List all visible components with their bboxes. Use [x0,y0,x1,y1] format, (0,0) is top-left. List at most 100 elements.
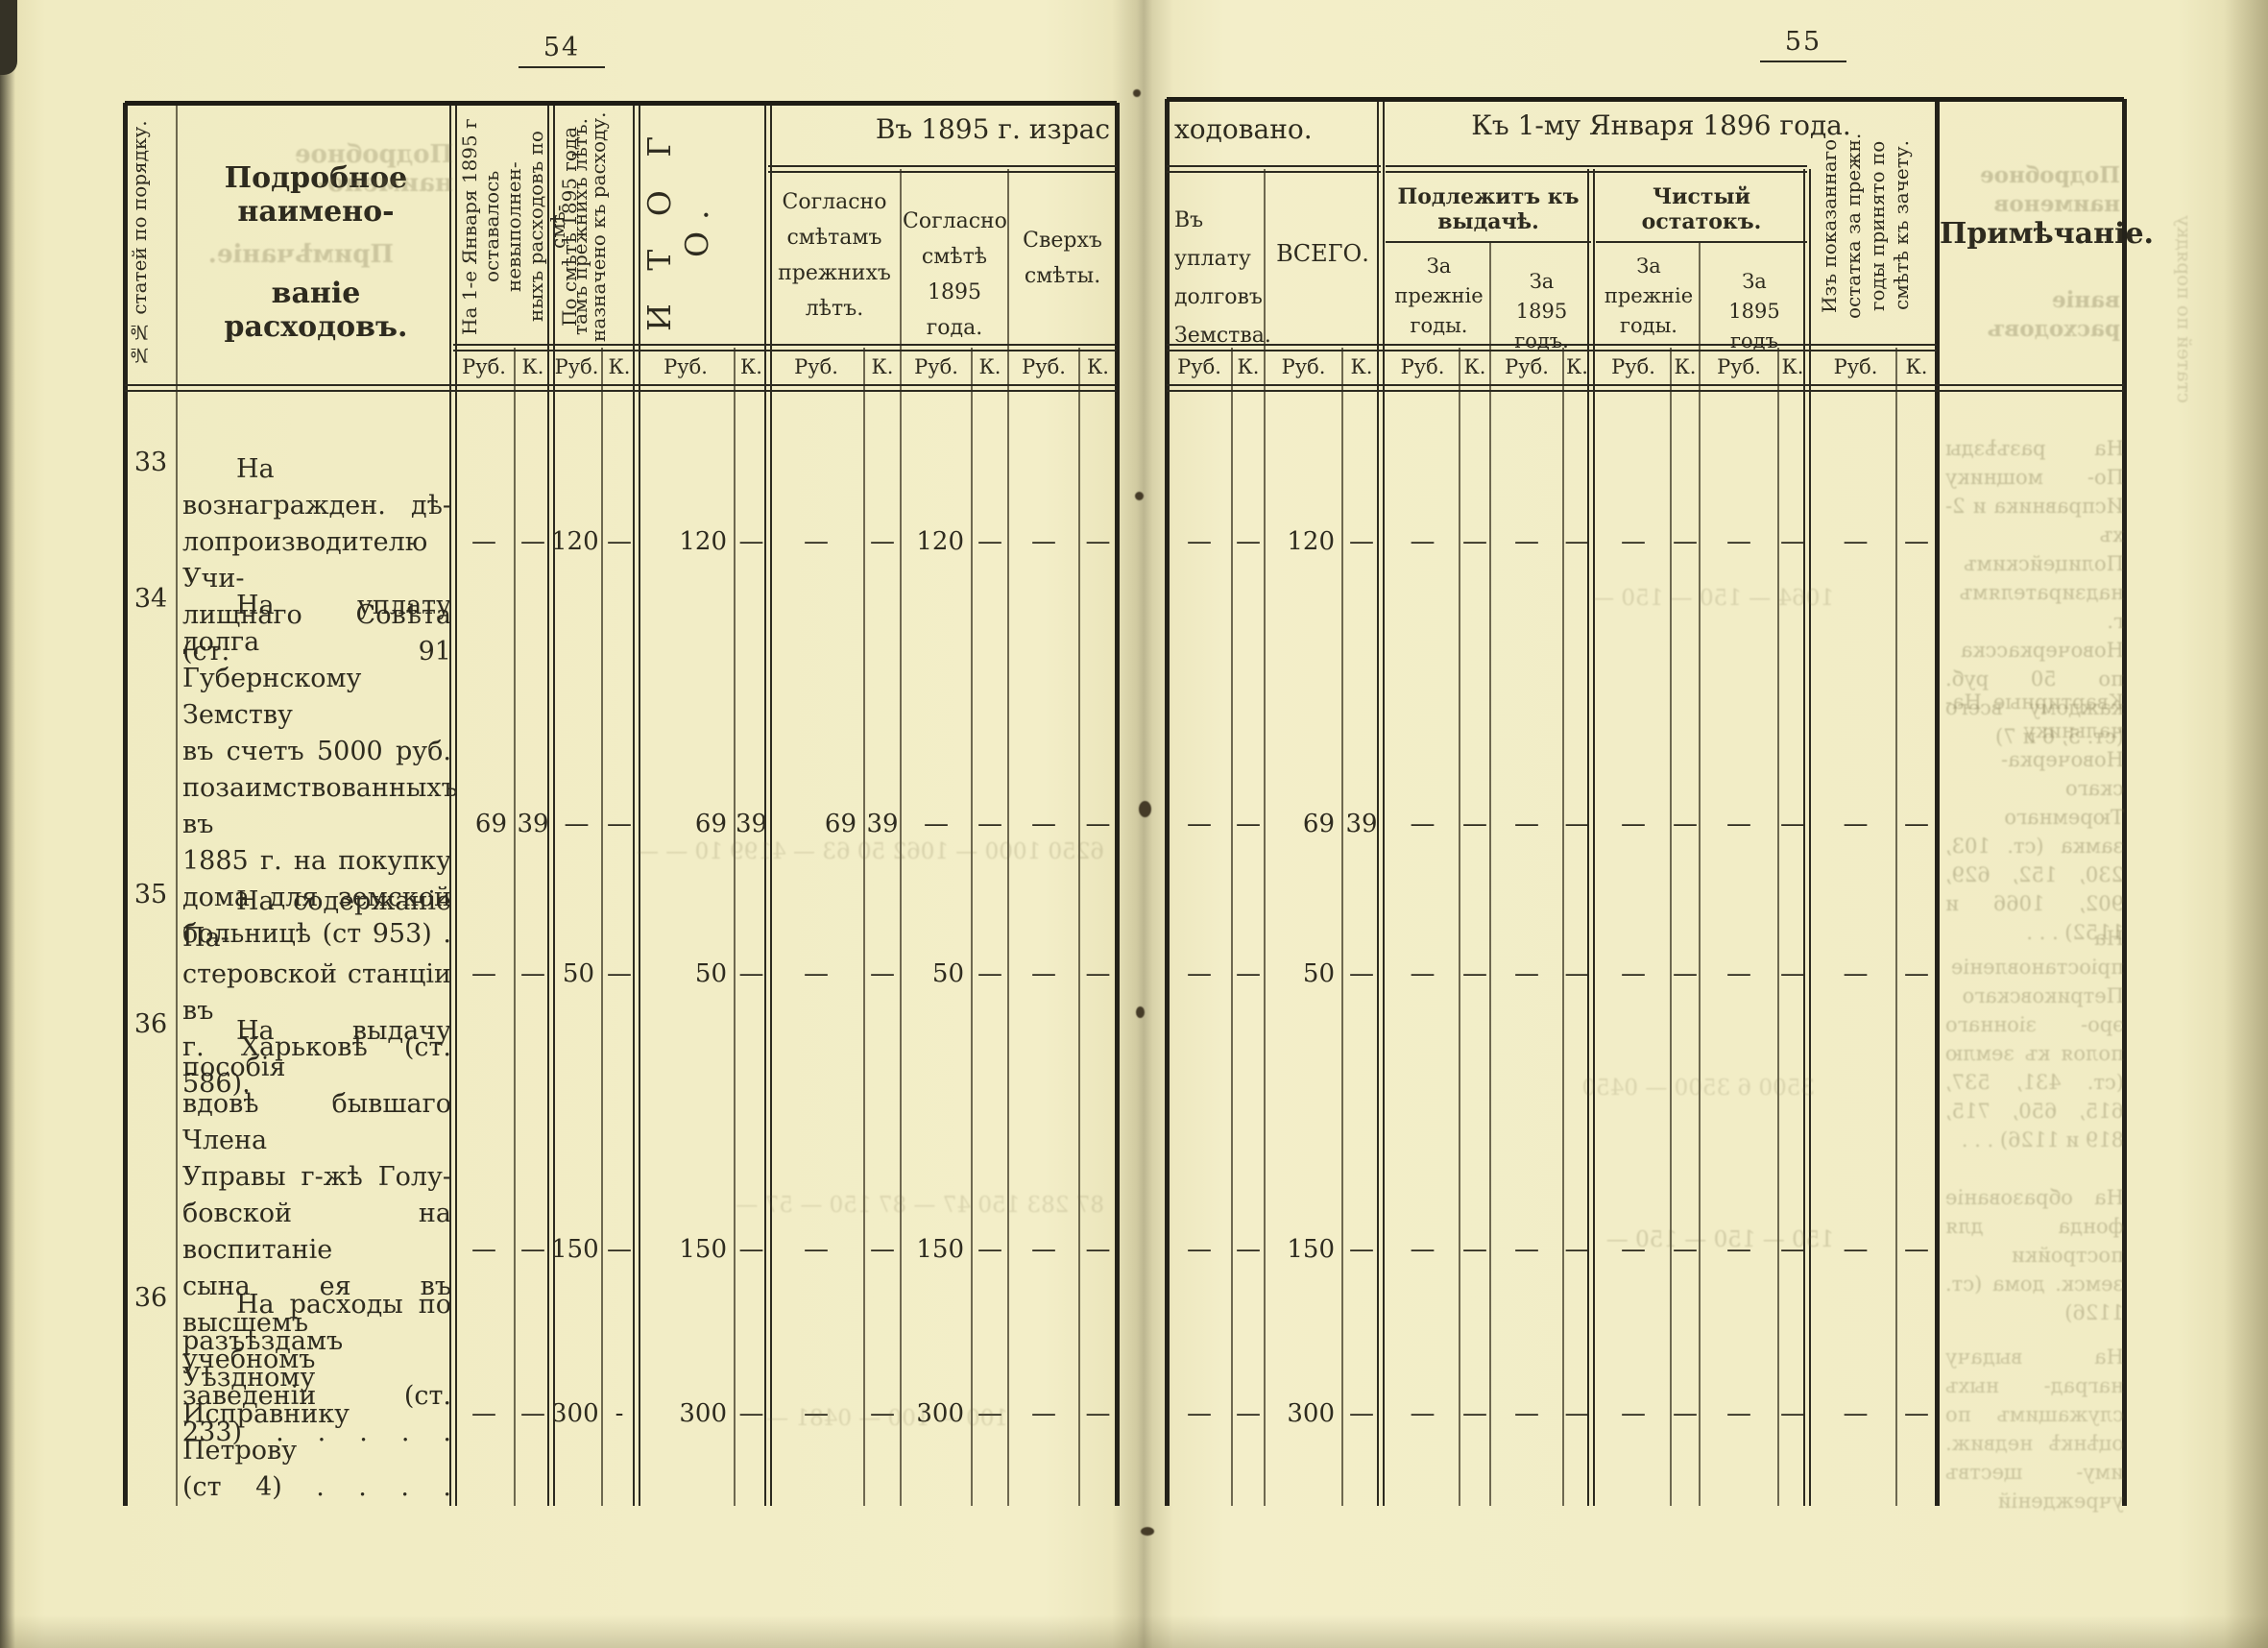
cell-rubles: 150 [916,1235,964,1264]
cell-kopecks: — [1085,1399,1111,1428]
row-text-line: На уплату долга [182,591,451,657]
table-rule-vertical [734,348,736,1506]
header-due-for-issue-band: Подлежитъ къ выдачѣ. [1397,184,1580,234]
cell-kopecks: — [1564,1235,1590,1264]
row-text-line: стеровской станціи въ [182,959,451,1026]
cell-rubles: — [1726,1235,1751,1264]
cell-rubles: — [1410,959,1436,988]
row-expense-description: На вознагражден. дѣ-лопроизводителю Учи-… [182,451,451,670]
cell-rubles: 300 [551,1399,599,1428]
table-rule-horizontal [1386,241,1591,243]
cell-rubles: — [1621,959,1646,988]
cell-kopecks: — [1462,1235,1487,1264]
cell-kopecks: — [1236,1235,1261,1264]
table-rule-vertical [1459,348,1460,1506]
scan-corner-mark [0,0,17,75]
table-rule-vertical [1670,348,1672,1506]
cell-rubles: 300 [679,1399,727,1428]
table-rule-vertical [1078,348,1080,1506]
cell-rubles: — [1843,810,1869,838]
table-rule-vertical [547,103,555,1506]
row-expense-description: На уплату долга Губернскому Земству въ сче… [182,588,458,953]
row-text-line: Управы г-жѣ Голу- [182,1162,451,1192]
cell-kopecks: — [738,1235,764,1264]
bleedthrough-text: На выдачу наград- ныхъ служащимъ по оцѣн… [1945,1345,2124,1513]
table-rule-horizontal [1167,384,2124,392]
table-rule-vertical [1341,348,1343,1506]
table-rule-vertical [2122,99,2127,1506]
cell-rubles: — [1187,527,1212,556]
row-text-line: лищнаго Совѣта (ст. 91 [182,600,451,666]
table-rule-vertical [1562,348,1564,1506]
row-text-line: позаимствованныхъ въ [182,773,458,839]
cell-rubles: — [1621,527,1646,556]
cell-rubles: — [924,810,949,838]
table-rule-horizontal [1167,344,1937,351]
cell-kopecks: — [870,1235,895,1264]
cell-kopecks: — [1904,959,1929,988]
header-itogo-col: И Т О Г О. [640,124,715,331]
page-number-underline [1760,61,1846,62]
cell-rubles: — [1843,959,1869,988]
unit-label-kop: К. [1463,355,1486,378]
unit-label-rub: Руб. [914,355,958,378]
header-estimate-1895-col: По смѣтѣ 1895 года назначено къ расходу. [558,111,610,342]
cell-rubles: — [804,959,829,988]
bleedthrough-text: Подробное наимено- [294,140,453,198]
cell-kopecks: — [1349,1235,1374,1264]
table-rule-horizontal [768,165,1117,173]
unit-label-kop: К. [1781,355,1804,378]
cell-kopecks: — [607,527,632,556]
page-number-right: 55 [1760,27,1846,62]
bleedthrough-text: 87 283 150 47 — 87 150 — 57 — [736,1193,1104,1218]
row-text-line: лопроизводителю Учи- [182,527,428,594]
bleedthrough-text: На пріостановленіе Петриковскаго эро- зі… [1945,927,2124,1151]
cell-rubles: — [1514,1235,1539,1264]
cell-kopecks: — [870,527,895,556]
header-note-col: Примѣчаніе. [1940,217,2154,251]
row-article-number: 35 [133,880,168,909]
cell-kopecks: — [1462,959,1487,988]
bleedthrough-text: 3500 6 3500 — 0450 [1581,1076,1815,1101]
table-rule-vertical [900,169,902,1506]
binding-hole [1133,89,1141,97]
row-text-line: бовской на воспитаніе [182,1199,451,1265]
cell-kopecks: — [1673,1399,1698,1428]
cell-rubles: 150 [551,1235,599,1264]
binding-hole [1135,492,1144,500]
bleedthrough-text: ваніе расходовъ [1987,287,2120,342]
table-rule-vertical [1587,169,1595,1506]
scan-bottom-edge-shadow [0,1615,2268,1648]
cell-kopecks: — [1564,959,1590,988]
cell-rubles: — [1031,527,1056,556]
cell-kopecks: — [1780,527,1805,556]
row-text-line: На содержаніе Па- [182,886,451,953]
table-rule-vertical [863,348,865,1506]
cell-kopecks: — [1673,959,1698,988]
bleedthrough-text: На образованіе фонда для постройки земск… [1945,1186,2124,1324]
cell-rubles: 50 [1302,959,1335,988]
cell-kopecks: — [977,527,1002,556]
cell-kopecks: — [1780,810,1805,838]
cell-rubles: — [1410,1399,1436,1428]
cell-rubles: — [1621,810,1646,838]
unit-label-rub: Руб. [462,355,506,378]
header-net-remainder-band: Чистый остатокъ. [1641,184,1762,234]
cell-rubles: — [1621,1235,1646,1264]
cell-rubles: — [1410,810,1436,838]
unit-label-kop: К. [740,355,762,378]
cell-rubles: 69 [1302,810,1335,838]
bleedthrough-text: 150 — 150 — 150 — [1605,1227,1834,1252]
table-rule-horizontal [1167,165,1381,173]
table-rule-vertical [971,348,973,1506]
cell-rubles: — [1410,527,1436,556]
header-spent-1895-band-left: Въ 1895 г. израс [875,113,1110,145]
unit-label-rub: Руб. [1177,355,1221,378]
header-due-prev-years: За прежніе годы. [1394,254,1484,337]
cell-rubles: — [804,1235,829,1264]
cell-kopecks: — [1780,1235,1805,1264]
cell-kopecks: — [1085,1235,1111,1264]
cell-rubles: — [1514,1399,1539,1428]
cell-kopecks: — [1904,1399,1929,1428]
